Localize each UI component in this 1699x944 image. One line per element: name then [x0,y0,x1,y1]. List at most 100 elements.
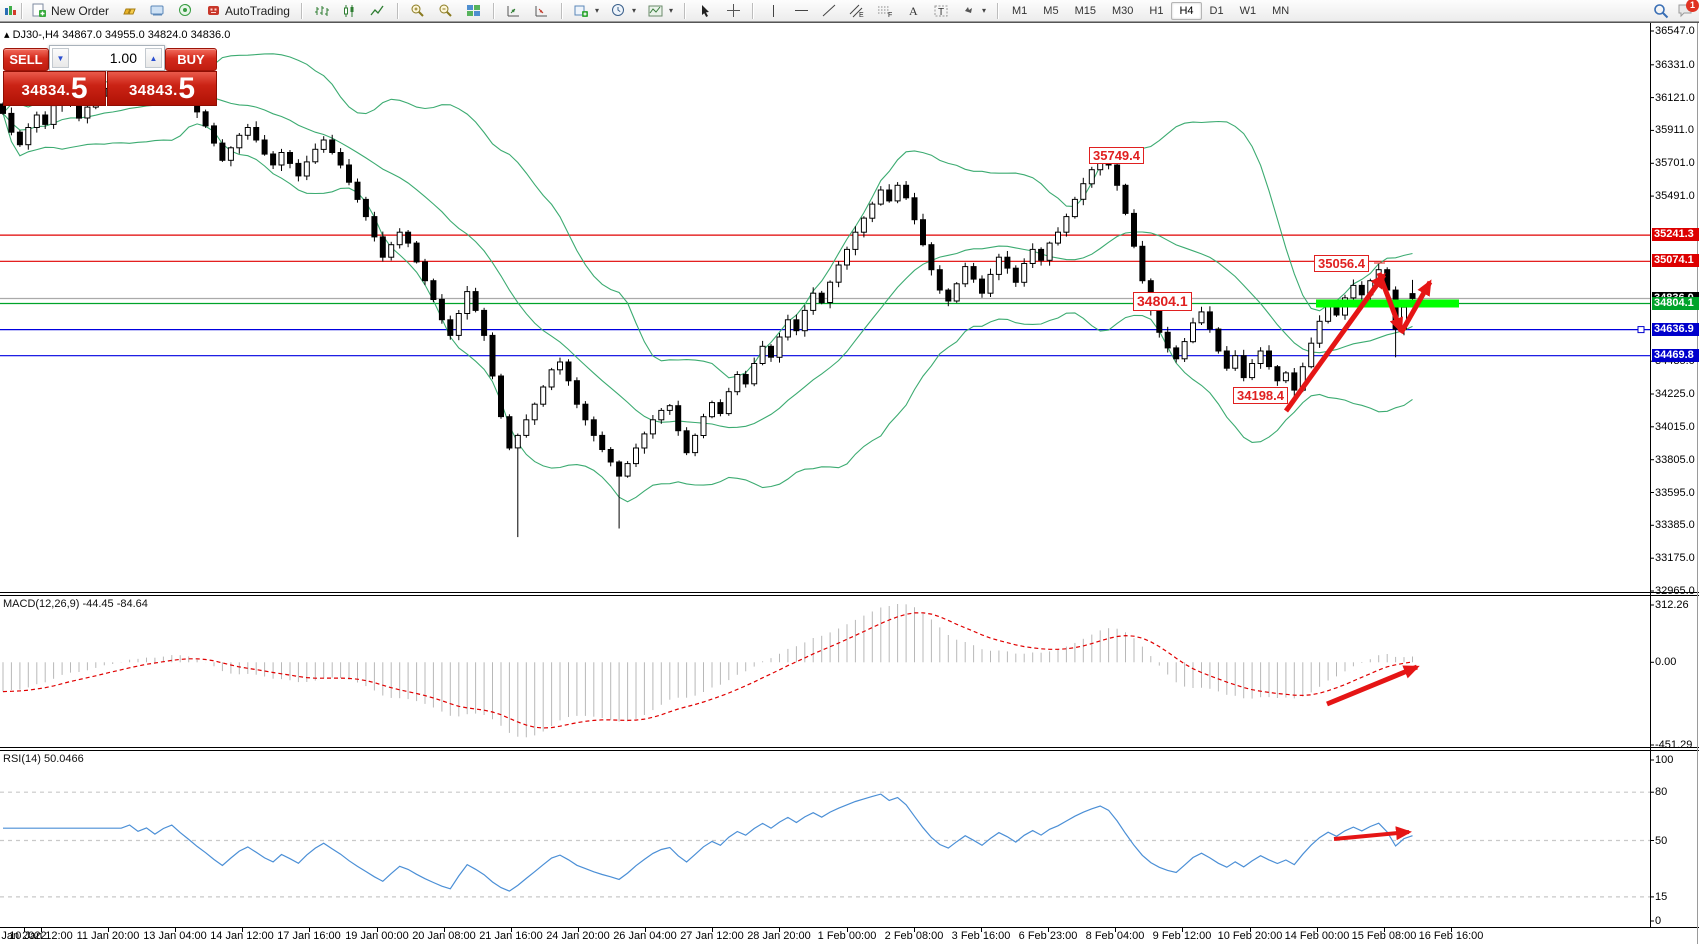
template-icon [648,3,664,19]
horizontal-line-button[interactable] [787,1,815,21]
time-axis-tick: 27 Jan 12:00 [680,930,744,942]
webphone-button[interactable] [171,1,199,21]
equidistant-channel-button[interactable]: E [843,1,871,21]
new-order-button[interactable]: New Order [25,1,115,21]
volume-increase-button[interactable]: ▲ [145,48,162,68]
macd-axis-tick: 0.00 [1655,656,1677,669]
crosshair-button[interactable] [719,1,747,21]
period-button[interactable]: ▾ [605,1,642,21]
time-axis-tick: 10 Jan 12:00 [9,930,73,942]
trendline-button[interactable] [815,1,843,21]
time-axis-tick: 14 Feb 00:00 [1284,930,1350,942]
rsi-axis-tick: 15 [1655,890,1668,903]
gold-button[interactable] [115,1,143,21]
price-axis-tick: 36121.0 [1655,91,1695,104]
price-level-badge[interactable]: 35074.1 [1652,254,1699,268]
search-icon[interactable] [1653,3,1669,19]
time-axis-tick: 10 Feb 20:00 [1217,930,1283,942]
time-axis-tick: 8 Feb 04:00 [1085,930,1145,942]
fibonacci-button[interactable]: F [871,1,899,21]
timeframe-button-m1[interactable]: M1 [1012,4,1028,17]
terminal-button[interactable] [143,1,171,21]
cursor-button[interactable] [691,1,719,21]
price-axis-tick: 34015.0 [1655,420,1695,433]
timeframe-button-d1[interactable]: D1 [1209,4,1224,17]
arrange-right-button[interactable] [528,1,556,21]
price-axis-tick: 35491.0 [1655,190,1695,203]
price-axis-tick: 33805.0 [1655,453,1695,466]
time-axis-tick: 1 Feb 00:00 [817,930,877,942]
sell-button[interactable]: SELL [3,48,49,71]
timeframe-button-h4[interactable]: H4 [1171,1,1202,20]
rsi-axis-tick: 50 [1655,834,1668,847]
volume-decrease-button[interactable]: ▼ [52,48,69,68]
toolbar-separator [997,2,1000,19]
candlestick-button[interactable] [336,1,364,21]
zoom-out-button[interactable] [432,1,460,21]
arrows-button[interactable]: ▾ [955,1,992,21]
timeframe-button-mn[interactable]: MN [1272,4,1290,17]
arrange-left-button[interactable] [500,1,528,21]
ask-price-big-digit: 5 [178,72,196,105]
autotrading-button[interactable]: AutoTrading [199,1,296,21]
arrange-left-icon [506,3,522,19]
bid-price-main: 34834 [21,82,66,99]
svg-text:F: F [888,12,892,18]
toolbar-separator [21,2,23,19]
price-level-badge[interactable]: 35241.3 [1652,228,1699,242]
time-axis-tick: 16 Feb 16:00 [1418,930,1484,942]
timeframe-button-m5[interactable]: M5 [1043,4,1059,17]
text-button[interactable]: A [899,1,927,21]
tile-windows-button[interactable] [460,1,488,21]
time-axis-tick: 14 Jan 12:00 [210,930,274,942]
zoom-in-icon [410,3,426,19]
ask-price-main: 34843 [128,82,174,99]
timeframe-button-w1[interactable]: W1 [1239,4,1257,17]
line-chart-icon [370,3,386,19]
chart-canvas[interactable] [0,23,1699,944]
price-level-badge[interactable]: 34469.8 [1652,348,1699,362]
timeframe-button-m15[interactable]: M15 [1074,4,1096,17]
ask-price-tile[interactable]: 34843. 5 [107,71,217,106]
buy-button[interactable]: BUY [165,48,217,71]
trendline-icon [821,3,837,19]
bar-chart-button[interactable] [308,1,336,21]
rsi-axis-tick: 80 [1655,786,1668,799]
price-level-badge[interactable]: 34636.9 [1652,322,1699,336]
line-chart-button[interactable] [364,1,392,21]
price-axis-tick: 36547.0 [1655,25,1695,37]
price-axis-tick: 33595.0 [1655,486,1695,499]
one-click-trading-panel: SELL ▼ 1.00 ▲ BUY 34834. 5 34843. 5 [3,45,217,124]
zoom-in-button[interactable] [404,1,432,21]
fibonacci-icon: F [877,3,893,19]
price-annotation-label[interactable]: 35056.4 [1314,255,1369,272]
time-axis-tick: 3 Feb 16:00 [951,930,1011,942]
vertical-line-button[interactable] [759,1,787,21]
svg-text:A: A [909,4,918,17]
template-button[interactable]: ▾ [642,1,679,21]
symbol-ohlc-text: DJ30-,H4 34867.0 34955.0 34824.0 34836.0 [12,29,231,41]
chat-icon[interactable]: 1 [1677,0,1699,19]
timeframe-button-h1[interactable]: H1 [1149,4,1164,17]
price-annotation-label[interactable]: 35749.4 [1089,147,1144,164]
new-chart-button[interactable]: ▾ [568,1,605,21]
chart-window: ▴ DJ30-,H4 34867.0 34955.0 34824.0 34836… [0,22,1699,944]
volume-input[interactable]: 1.00 [109,50,137,66]
toolbar-separator [396,2,399,19]
horizontal-line-icon [793,3,809,19]
autotrading-label: AutoTrading [225,3,290,18]
cursor-icon [697,3,713,19]
bid-price-tile[interactable]: 34834. 5 [3,71,106,106]
price-level-badge[interactable]: 34804.1 [1652,296,1699,310]
price-axis-tick: 33385.0 [1655,519,1695,532]
app-chart-icon[interactable] [3,3,19,19]
chevron-down-icon: ▼ [56,53,65,63]
text-label-button[interactable]: T [927,1,955,21]
timeframe-group: M1 M5 M15 M30 H1 H4 D1 W1 MN [1001,0,1300,21]
price-annotation-label[interactable]: 34804.1 [1133,292,1192,311]
time-axis-tick: 11 Jan 20:00 [76,930,140,942]
rsi-axis-tick: 0 [1655,915,1662,927]
timeframe-button-m30[interactable]: M30 [1111,4,1134,17]
price-annotation-label[interactable]: 34198.4 [1233,387,1288,404]
